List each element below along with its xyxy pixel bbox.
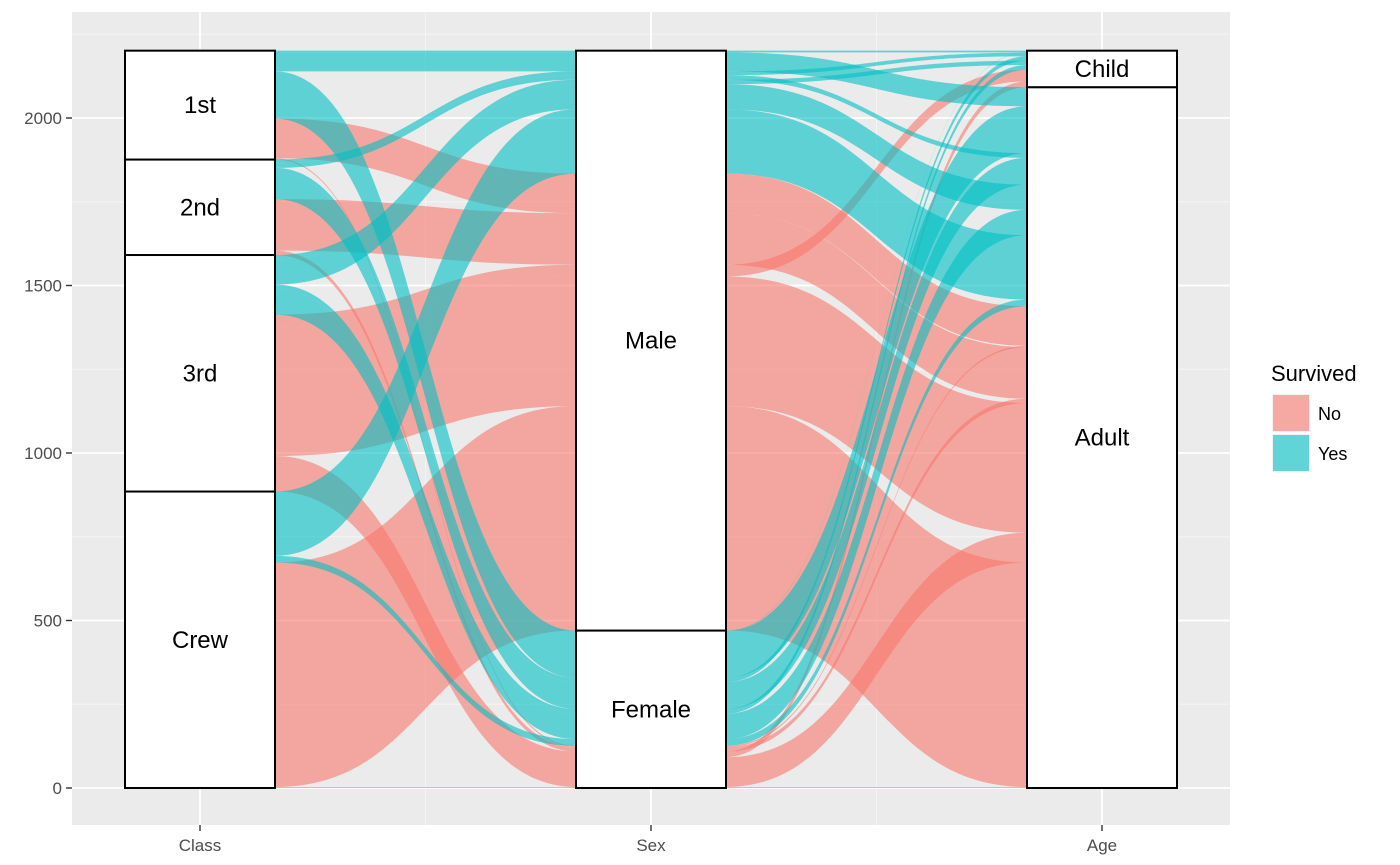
flow-ribbon bbox=[726, 173, 1027, 346]
strata: Crew 3rd 2nd 1st Female Male Adult Child bbox=[124, 49, 1178, 790]
stratum-label: Child bbox=[1075, 56, 1130, 83]
stratum-box bbox=[575, 629, 727, 789]
flow-ribbon bbox=[275, 71, 576, 678]
stratum-label: Adult bbox=[1075, 425, 1130, 452]
flow-ribbon bbox=[275, 84, 576, 285]
flow-ribbon bbox=[275, 461, 576, 787]
stratum-box bbox=[1026, 86, 1178, 790]
x-tick-label: Sex bbox=[636, 836, 666, 855]
flow-ribbon bbox=[275, 406, 576, 787]
flow-ribbon bbox=[726, 109, 1027, 300]
stratum-box bbox=[124, 49, 276, 161]
flow-ribbon bbox=[275, 75, 576, 168]
x-tick-label: Age bbox=[1087, 836, 1117, 855]
legend: Survived No Yes bbox=[1271, 361, 1357, 472]
legend-title: Survived bbox=[1271, 361, 1357, 386]
flow-ribbon bbox=[726, 532, 1027, 787]
flow-ribbon bbox=[275, 555, 576, 746]
stratum-label: 2nd bbox=[180, 194, 220, 221]
flow-ribbon bbox=[275, 50, 576, 53]
flow-ribbon bbox=[275, 284, 576, 714]
x-tick-label: Class bbox=[179, 836, 222, 855]
y-tick-label: 1000 bbox=[24, 444, 62, 463]
flow-ribbon bbox=[275, 71, 576, 164]
flow-ribbon bbox=[726, 398, 1027, 752]
axes: 0 500 1000 1500 2000 Class Sex Age bbox=[24, 109, 1117, 855]
flow-ribbon bbox=[726, 52, 1027, 107]
stratum-box bbox=[124, 490, 276, 789]
flow-ribbon bbox=[726, 406, 1027, 787]
flow-ribbon bbox=[275, 264, 576, 327]
stratum-label: Crew bbox=[172, 627, 229, 654]
flow-ribbon bbox=[275, 289, 576, 740]
stratum-box bbox=[575, 49, 727, 632]
flow-ribbon bbox=[275, 786, 576, 788]
flow-ribbon bbox=[726, 157, 1027, 709]
flow-ribbon bbox=[726, 209, 1027, 740]
y-tick-label: 0 bbox=[53, 779, 62, 798]
y-tick-label: 500 bbox=[34, 612, 62, 631]
flow-ribbon bbox=[275, 109, 576, 556]
flow-ribbon bbox=[726, 786, 1027, 788]
legend-entry-label: Yes bbox=[1318, 444, 1347, 464]
flow-ribbon bbox=[275, 52, 576, 72]
stratum-label: 3rd bbox=[183, 360, 218, 387]
legend-key-swatch bbox=[1273, 435, 1309, 471]
stratum-label: 1st bbox=[184, 92, 216, 119]
stratum-label: Male bbox=[625, 328, 677, 355]
legend-key-swatch bbox=[1273, 395, 1309, 431]
flows bbox=[275, 50, 1027, 788]
flow-ribbon bbox=[726, 50, 1027, 53]
flow-ribbon bbox=[726, 52, 1027, 631]
flow-ribbon bbox=[275, 172, 576, 709]
flow-ribbon bbox=[726, 299, 1027, 746]
y-tick-label: 2000 bbox=[24, 109, 62, 128]
stratum-box bbox=[1026, 49, 1178, 89]
flow-ribbon bbox=[726, 75, 1027, 158]
stratum-label: Female bbox=[611, 696, 691, 723]
stratum-box bbox=[124, 254, 276, 493]
stratum-box bbox=[124, 158, 276, 257]
flow-ribbon bbox=[275, 167, 576, 683]
flow-ribbon bbox=[726, 106, 1027, 678]
y-tick-label: 1500 bbox=[24, 277, 62, 296]
legend-entry-label: No bbox=[1318, 404, 1341, 424]
flow-ribbon bbox=[275, 79, 576, 260]
flow-ribbon bbox=[726, 345, 1027, 748]
